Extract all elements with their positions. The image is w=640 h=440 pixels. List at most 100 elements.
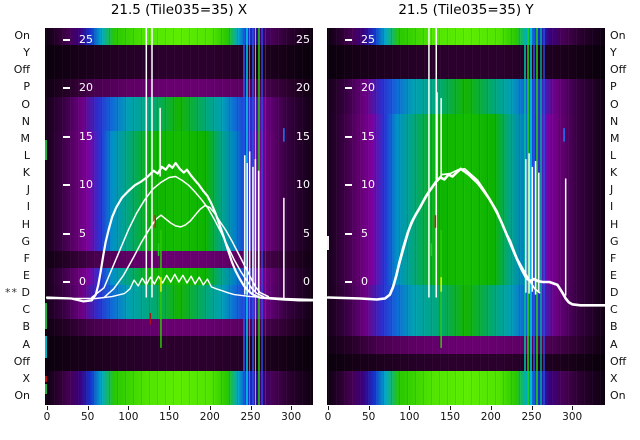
- heatmap-row-y-n-5: [327, 113, 605, 132]
- heatmap-row-y-off-19: [327, 353, 605, 372]
- right-panel-title: 21.5 (Tile035=35) Y: [398, 2, 534, 18]
- x-tick-mark-200: [209, 406, 211, 410]
- x-tick-label-x-100: 100: [118, 411, 139, 423]
- heatmap-panel-x: 25 25 20 20 15 15 10 10 5 5 0 0: [45, 28, 313, 405]
- row-label-right-j-9: J: [610, 183, 614, 197]
- row-label-left-on-21: On: [14, 388, 30, 402]
- y-tick-label-25: 25: [345, 33, 375, 46]
- x-tick-label-y-300: 300: [562, 411, 583, 423]
- heatmap-row-y-h-11: [327, 216, 605, 235]
- x-tick-label-y-200: 200: [480, 411, 501, 423]
- y-tick-label-20: 20: [63, 81, 93, 94]
- row-label-right-l-7: L: [610, 149, 617, 163]
- y-tick-mark: [345, 135, 352, 138]
- x-tick-label-y-100: 100: [399, 411, 420, 423]
- heatmap-row-y-f-13: [327, 250, 605, 269]
- heatmap-row-x-n-5: [45, 113, 313, 132]
- y-tick-label-15: 15: [63, 130, 93, 143]
- y-tick-label-0: 0: [63, 275, 86, 288]
- y-tick-label-5: 5: [345, 227, 368, 240]
- heatmap-row-y-d-15: [327, 285, 605, 303]
- row-label-right-off-2: Off: [610, 63, 627, 77]
- row-label-left-k-8: K: [22, 166, 30, 180]
- heatmap-row-y-e-14: [327, 267, 605, 286]
- y-tick-mark: [63, 281, 70, 283]
- x-tick-label-x-0: 0: [43, 411, 51, 423]
- x-tick-mark-250: [250, 406, 252, 410]
- heatmap-row-x-b-17: [45, 319, 313, 338]
- row-label-right-f-13: F: [610, 251, 617, 265]
- heatmap-row-x-on-21: [45, 387, 313, 405]
- row-label-left-p-3: P: [23, 80, 30, 94]
- x-tick-label-x-250: 250: [240, 411, 261, 423]
- y-tick-label-20: 20: [345, 81, 375, 94]
- row-label-right-p-3: P: [610, 80, 617, 94]
- x-tick-mark-0: [328, 406, 329, 410]
- row-label-left-h-11: H: [21, 217, 30, 231]
- y-tick-label-right-10: 10: [296, 178, 310, 192]
- x-tick-mark-300: [291, 406, 293, 410]
- y-tick-label-right-5: 5: [303, 226, 310, 240]
- x-tick-label-x-50: 50: [81, 411, 95, 423]
- x-tick-mark-200: [490, 406, 492, 410]
- star-marker: **: [5, 286, 18, 300]
- heatmap-row-x-f-13: [45, 250, 313, 269]
- heatmap-row-x-x-20: [45, 370, 313, 389]
- row-label-right-b-17: B: [610, 320, 618, 334]
- row-label-right-k-8: K: [610, 166, 618, 180]
- row-label-left-n-5: N: [21, 114, 30, 128]
- heatmap-row-x-c-16: [45, 302, 313, 320]
- row-label-right-g-12: G: [610, 234, 619, 248]
- y-tick-mark: [345, 39, 352, 41]
- row-label-right-on-21: On: [610, 388, 626, 402]
- heatmap-row-y-off-2: [327, 62, 605, 80]
- heatmap-row-x-i-10: [45, 199, 313, 218]
- row-label-left-on-0: On: [14, 29, 30, 43]
- heatmap-row-y-m-6: [327, 130, 605, 149]
- x-tick-mark-100: [128, 406, 130, 410]
- heatmap-row-y-y-1: [327, 45, 605, 63]
- heatmap-row-x-l-7: [45, 147, 313, 166]
- row-label-left-f-13: F: [23, 251, 30, 265]
- y-tick-mark: [345, 184, 352, 187]
- row-label-right-on-0: On: [610, 29, 626, 43]
- y-tick-mark: [63, 87, 70, 90]
- row-label-left-off-19: Off: [13, 354, 30, 368]
- y-tick-mark: [345, 232, 352, 235]
- row-label-left-o-4: O: [21, 97, 30, 111]
- row-label-left-g-12: G: [21, 234, 30, 248]
- row-label-right-n-5: N: [610, 114, 619, 128]
- row-label-left-e-14: E: [23, 268, 30, 282]
- y-tick-mark: [345, 281, 352, 283]
- x-tick-mark-150: [169, 406, 171, 410]
- row-label-right-i-10: I: [610, 200, 614, 214]
- row-label-right-h-11: H: [610, 217, 619, 231]
- x-tick-mark-150: [450, 406, 452, 410]
- y-tick-mark: [63, 135, 70, 138]
- heatmap-row-y-g-12: [327, 233, 605, 252]
- x-tick-mark-300: [572, 406, 574, 410]
- heatmap-row-x-a-18: [45, 336, 313, 355]
- heatmap-row-x-off-2: [45, 62, 313, 80]
- x-tick-mark-0: [47, 406, 48, 410]
- heatmap-row-y-on-21: [327, 387, 605, 405]
- row-label-right-off-19: Off: [610, 354, 627, 368]
- y-tick-label-0: 0: [345, 275, 368, 288]
- row-label-right-c-16: C: [610, 303, 618, 317]
- heatmap-row-y-b-17: [327, 319, 605, 338]
- heatmap-row-y-c-16: [327, 302, 605, 320]
- y-tick-label-10: 10: [63, 178, 93, 191]
- left-panel-title: 21.5 (Tile035=35) X: [110, 2, 248, 18]
- row-label-right-e-14: E: [610, 268, 617, 282]
- row-label-left-l-7: L: [23, 149, 30, 163]
- row-label-left-c-16: C: [22, 303, 30, 317]
- x-tick-label-x-150: 150: [159, 411, 180, 423]
- x-tick-label-x-200: 200: [199, 411, 220, 423]
- x-tick-mark-100: [409, 406, 411, 410]
- y-tick-mark: [345, 87, 352, 90]
- x-tick-label-y-50: 50: [362, 411, 376, 423]
- heatmap-row-y-p-3: [327, 79, 605, 98]
- row-label-right-a-18: A: [610, 337, 618, 351]
- x-tick-label-x-300: 300: [281, 411, 302, 423]
